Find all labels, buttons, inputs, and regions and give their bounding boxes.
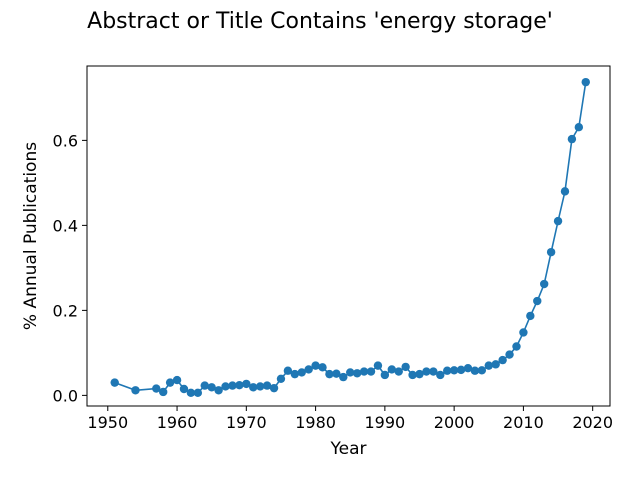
data-point — [519, 328, 528, 337]
x-tick-label: 2020 — [572, 413, 613, 432]
y-tick-label: 0.4 — [53, 216, 78, 235]
chart-title: Abstract or Title Contains 'energy stora… — [87, 9, 553, 34]
data-point — [332, 369, 341, 378]
data-point — [498, 355, 507, 365]
data-point — [152, 384, 161, 393]
y-axis: 0.0 0.2 0.4 0.6 — [53, 131, 87, 405]
data-point — [387, 365, 396, 374]
data-point — [311, 361, 320, 370]
data-point — [456, 365, 466, 375]
data-point — [477, 366, 487, 375]
data-point — [366, 367, 376, 376]
data-point — [408, 370, 417, 380]
x-tick-label: 1960 — [157, 413, 198, 432]
data-point — [179, 384, 189, 394]
data-point — [318, 363, 327, 372]
data-point — [394, 367, 403, 376]
data-point — [567, 134, 577, 144]
x-tick-label: 1980 — [295, 413, 336, 432]
data-point — [443, 366, 452, 375]
series-energy-storage — [110, 77, 590, 398]
data-point — [165, 378, 175, 387]
data-point — [533, 296, 542, 306]
data-point — [373, 361, 383, 370]
data-point — [255, 382, 265, 391]
data-point — [415, 369, 424, 379]
data-point — [581, 77, 590, 87]
data-point — [269, 383, 279, 393]
data-point — [352, 369, 362, 378]
data-point — [304, 365, 313, 374]
data-point — [235, 380, 244, 390]
data-point — [110, 378, 119, 387]
data-point — [553, 216, 563, 226]
data-point — [249, 383, 258, 392]
data-point — [539, 279, 549, 289]
data-point — [131, 386, 140, 395]
data-point — [221, 382, 230, 391]
data-point — [297, 368, 306, 377]
data-point — [422, 367, 431, 376]
data-point — [172, 375, 182, 385]
data-point — [346, 368, 355, 377]
x-tick-label: 1970 — [226, 413, 267, 432]
x-axis: 1950 1960 1970 1980 1990 2000 2010 2020 — [87, 406, 613, 432]
data-point — [200, 381, 209, 390]
x-axis-label: Year — [330, 439, 367, 459]
data-point — [484, 361, 493, 370]
data-point — [512, 342, 521, 351]
data-point — [276, 374, 286, 383]
x-tick-label: 1950 — [87, 413, 128, 432]
x-tick-label: 1990 — [365, 413, 406, 432]
data-point — [574, 123, 584, 132]
data-point — [449, 366, 459, 375]
data-point — [242, 379, 251, 389]
data-point — [429, 367, 438, 376]
data-point — [214, 386, 223, 395]
y-tick-label: 0.6 — [53, 131, 78, 150]
y-tick-label: 0.0 — [53, 386, 78, 405]
data-point — [228, 381, 237, 390]
data-point — [359, 367, 369, 376]
data-point — [158, 387, 168, 397]
data-point — [546, 247, 556, 257]
data-point — [283, 366, 293, 375]
data-point — [193, 388, 203, 398]
data-point — [290, 369, 300, 379]
y-tick-label: 0.2 — [53, 301, 78, 320]
data-point — [207, 383, 216, 392]
data-point — [470, 366, 480, 375]
x-tick-label: 2010 — [503, 413, 544, 432]
data-point — [505, 350, 514, 359]
plot-frame — [86, 65, 611, 407]
data-point — [380, 370, 390, 380]
data-point — [560, 187, 570, 196]
data-point — [463, 363, 473, 373]
data-point — [526, 311, 535, 321]
data-point — [262, 381, 272, 390]
data-point — [339, 372, 348, 382]
y-axis-label: % Annual Publications — [21, 142, 41, 330]
x-tick-label: 2000 — [434, 413, 475, 432]
data-point — [436, 370, 445, 380]
data-point — [491, 360, 500, 369]
data-point — [186, 388, 196, 398]
data-point — [401, 362, 410, 372]
data-point — [325, 369, 334, 379]
